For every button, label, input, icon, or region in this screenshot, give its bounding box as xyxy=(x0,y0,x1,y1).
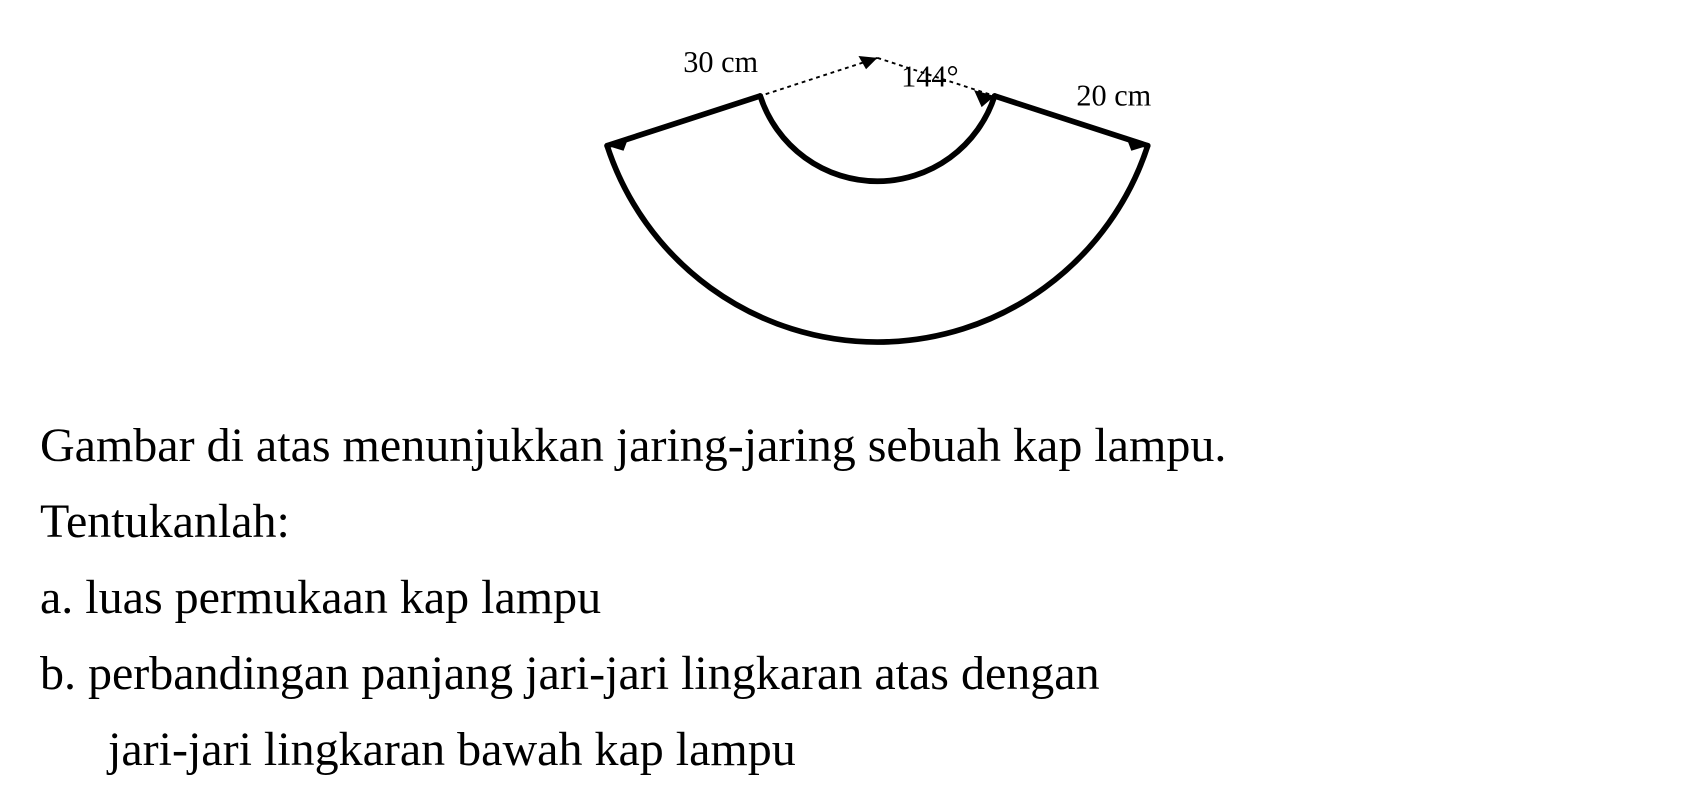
right-side-label: 20 cm xyxy=(1076,78,1151,112)
angle-label: 144° xyxy=(901,59,959,93)
diagram-container: 30 cm 144° 20 cm xyxy=(40,20,1658,380)
left-slant-edge xyxy=(607,96,760,146)
question-text: Gambar di atas menunjukkan jaring-jaring… xyxy=(40,410,1658,786)
question-item-b: b. perbandingan panjang jari-jari lingka… xyxy=(40,638,1658,710)
lamp-shade-net-diagram: 30 cm 144° 20 cm xyxy=(449,20,1249,380)
question-item-b-continued: jari-jari lingkaran bawah kap lampu xyxy=(40,714,1658,786)
outer-arc xyxy=(607,146,1148,342)
question-item-a: a. luas permukaan kap lampu xyxy=(40,562,1658,634)
left-side-label: 30 cm xyxy=(683,45,758,79)
intro-line-1: Gambar di atas menunjukkan jaring-jaring… xyxy=(40,410,1658,482)
inner-arc xyxy=(760,96,994,181)
intro-line-2: Tentukanlah: xyxy=(40,486,1658,558)
